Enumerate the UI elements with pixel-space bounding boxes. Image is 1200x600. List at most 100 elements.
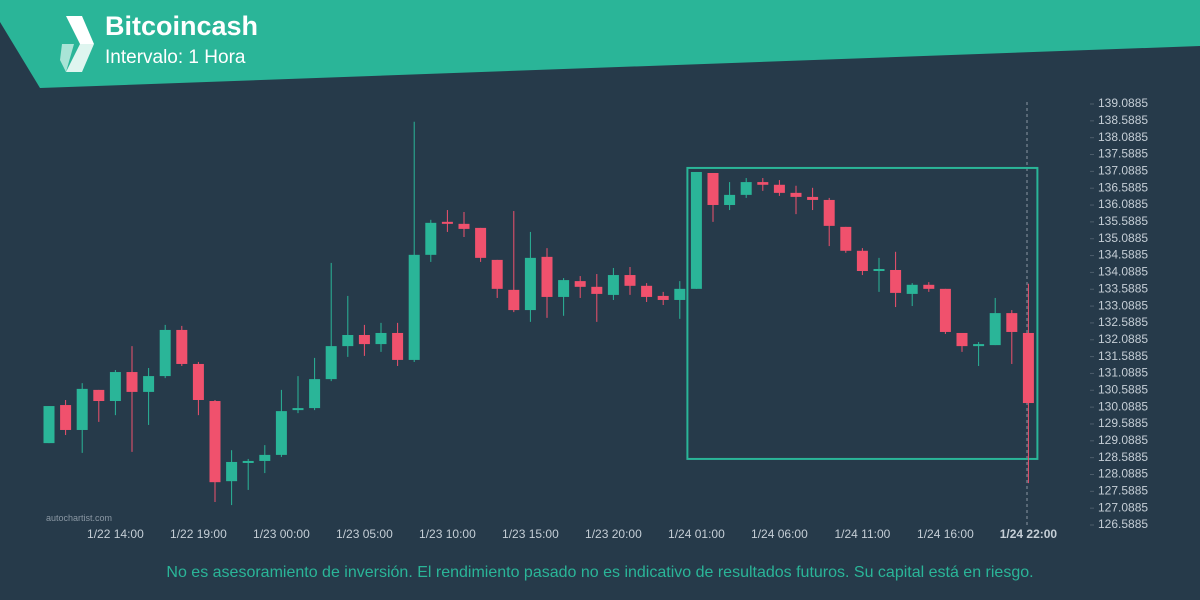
candle-body: [126, 372, 138, 392]
candle-body: [541, 256, 553, 297]
y-tick-label: 135.0885: [1098, 231, 1148, 245]
candle-body: [591, 286, 603, 294]
candle-body: [823, 199, 835, 226]
candle-body: [392, 332, 404, 360]
candle-body: [325, 346, 337, 380]
candle-body: [807, 196, 819, 200]
candle-body: [873, 268, 885, 272]
candle-body: [309, 379, 321, 409]
y-tick-label: 127.0885: [1098, 500, 1148, 514]
y-tick-label: 136.0885: [1098, 197, 1148, 211]
candle-body: [1006, 313, 1018, 332]
y-tick-label: 133.5885: [1098, 281, 1148, 295]
x-tick-label: 1/24 06:00: [751, 527, 808, 541]
y-tick-label: 132.0885: [1098, 332, 1148, 346]
candle-body: [176, 329, 188, 364]
y-tick-label: 139.0885: [1098, 96, 1148, 110]
candle-body: [690, 171, 702, 289]
candle-body: [624, 275, 636, 286]
candle-body: [707, 172, 719, 205]
candle-body: [375, 332, 387, 345]
candle-body: [906, 284, 918, 294]
x-tick-label: 1/24 11:00: [834, 527, 890, 541]
candle-body: [358, 334, 370, 345]
y-tick-label: 134.0885: [1098, 265, 1148, 279]
x-tick-label: 1/22 19:00: [170, 527, 227, 541]
y-tick-label: 130.0885: [1098, 399, 1148, 413]
candle-body: [458, 223, 470, 229]
candle-body: [43, 406, 55, 444]
candle-body: [773, 184, 785, 193]
x-tick-label: 1/23 10:00: [419, 527, 476, 541]
y-tick-label: 137.5885: [1098, 147, 1148, 161]
candle-body: [674, 288, 686, 300]
candle-body: [242, 460, 254, 463]
candle-body: [441, 221, 453, 224]
candle-body: [342, 334, 354, 347]
candle-body: [973, 344, 985, 347]
candle-body: [143, 376, 155, 392]
x-tick-label: 1/23 00:00: [253, 527, 310, 541]
subtitle: Intervalo: 1 Hora: [105, 47, 246, 68]
x-tick-label: 1/22 14:00: [87, 527, 144, 541]
title: Bitcoincash: [105, 11, 258, 41]
candle-body: [724, 194, 736, 205]
candle-body: [508, 289, 520, 311]
y-tick-label: 129.5885: [1098, 416, 1148, 430]
candle-body: [607, 275, 619, 295]
watermark: autochartist.com: [46, 513, 112, 523]
candle-body: [1022, 332, 1034, 404]
highlight-box: [686, 166, 1039, 460]
candle-body: [558, 280, 570, 297]
candle-body: [657, 295, 669, 300]
y-tick-label: 128.5885: [1098, 450, 1148, 464]
x-tick-label: 1/23 20:00: [585, 527, 642, 541]
y-tick-label: 133.0885: [1098, 298, 1148, 312]
candle-body: [60, 405, 72, 430]
candle-body: [226, 461, 238, 482]
candle-body: [425, 222, 437, 255]
y-tick-label: 137.0885: [1098, 164, 1148, 178]
candle-body: [524, 257, 536, 311]
candle-body: [76, 388, 88, 430]
candle-body: [890, 269, 902, 293]
disclaimer: No es asesoramiento de inversión. El ren…: [166, 564, 1033, 581]
candle-body: [956, 332, 968, 347]
x-tick-label: 1/24 16:00: [917, 527, 974, 541]
candle-body: [989, 313, 1001, 346]
y-tick-label: 134.5885: [1098, 248, 1148, 262]
candle-body: [856, 250, 868, 272]
y-tick-label: 126.5885: [1098, 517, 1148, 531]
y-tick-label: 130.5885: [1098, 382, 1148, 396]
candle-body: [923, 284, 935, 289]
candle-body: [790, 192, 802, 197]
candle-body: [259, 454, 271, 461]
y-tick-label: 135.5885: [1098, 214, 1148, 228]
candle-body: [209, 401, 221, 483]
y-tick-label: 138.0885: [1098, 130, 1148, 144]
candle-body: [574, 281, 586, 287]
candle-body: [93, 389, 105, 402]
candle-body: [192, 363, 204, 400]
candle-body: [740, 182, 752, 195]
x-tick-label: 1/23 05:00: [336, 527, 393, 541]
candle-body: [159, 329, 171, 377]
candle-body: [840, 226, 852, 251]
candle-body: [491, 259, 503, 289]
logo: [60, 16, 94, 72]
y-tick-label: 136.5885: [1098, 180, 1148, 194]
y-tick-label: 131.0885: [1098, 366, 1148, 380]
candle-body: [757, 182, 769, 185]
y-tick-label: 128.0885: [1098, 467, 1148, 481]
x-tick-label: 1/24 22:00: [1000, 527, 1058, 541]
y-tick-label: 132.5885: [1098, 315, 1148, 329]
candle-body: [292, 408, 304, 411]
x-tick-label: 1/23 15:00: [502, 527, 559, 541]
y-tick-label: 127.5885: [1098, 483, 1148, 497]
x-tick-label: 1/24 01:00: [668, 527, 725, 541]
candle-body: [475, 227, 487, 258]
candle-body: [109, 372, 121, 402]
candle-body: [641, 285, 653, 297]
y-tick-label: 129.0885: [1098, 433, 1148, 447]
